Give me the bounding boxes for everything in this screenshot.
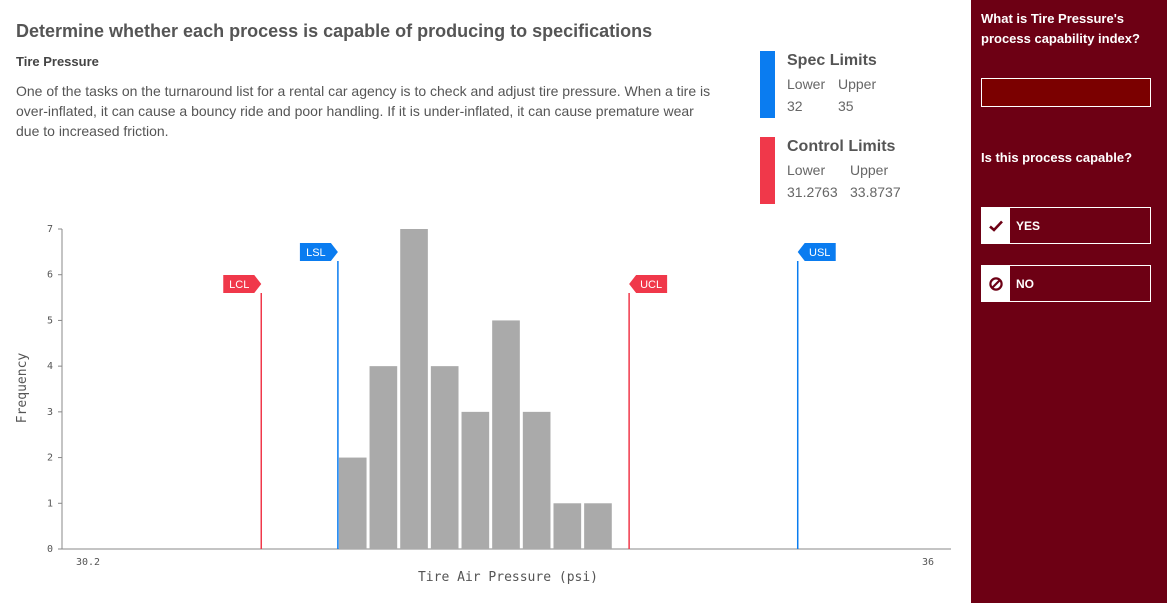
yes-label: YES (1016, 219, 1041, 233)
histogram-bar (338, 457, 367, 549)
ucl-flag-label: UCL (640, 279, 662, 291)
control-lower-value: 31.2763 (787, 184, 838, 200)
y-tick-label: 7 (47, 224, 53, 235)
yes-button[interactable]: YES (981, 207, 1151, 244)
capability-index-input[interactable] (981, 78, 1151, 107)
lcl-flag (223, 275, 262, 293)
page-title: Determine whether each process is capabl… (16, 21, 653, 41)
histogram-bar (522, 411, 551, 549)
control-limits-color-bar (760, 137, 775, 204)
check-icon (982, 208, 1010, 243)
histogram-bar (369, 366, 398, 549)
histogram-bar (553, 503, 582, 549)
lsl-flag-label: LSL (306, 247, 326, 259)
control-upper-label: Upper (850, 162, 889, 178)
x-tick-label: 36 (922, 557, 934, 568)
control-lower-label: Lower (787, 162, 826, 178)
histogram-bar (584, 503, 612, 549)
process-name: Tire Pressure (16, 54, 99, 69)
x-tick-label: 30.2 (76, 557, 100, 568)
spec-limits-legend: Spec Limits Lower Upper 32 35 (760, 51, 960, 118)
spec-upper-label: Upper (838, 76, 877, 92)
spec-lower-value: 32 (787, 98, 803, 114)
usl-flag (797, 243, 836, 261)
lsl-flag (299, 243, 338, 261)
histogram-bar (400, 229, 428, 549)
no-label: NO (1016, 277, 1034, 291)
capability-index-question: What is Tire Pressure's process capabili… (981, 11, 1140, 46)
spec-upper-value: 35 (838, 98, 854, 114)
x-axis-title: Tire Air Pressure (psi) (418, 570, 598, 585)
histogram-bar (461, 411, 490, 549)
spec-lower-label: Lower (787, 76, 826, 92)
process-description: One of the tasks on the turnaround list … (16, 83, 711, 139)
lcl-flag-label: LCL (229, 279, 249, 291)
capable-question: Is this process capable? (981, 150, 1133, 165)
spec-limits-color-bar (760, 51, 775, 118)
spec-limits-title: Spec Limits (787, 52, 877, 69)
main-panel: Determine whether each process is capabl… (15, 21, 960, 585)
ucl-flag (629, 275, 668, 293)
usl-flag-label: USL (809, 247, 830, 259)
question-sidebar: What is Tire Pressure's process capabili… (971, 0, 1167, 603)
control-limits-legend: Control Limits Lower Upper 31.2763 33.87… (760, 137, 960, 204)
y-axis-title: Frequency (15, 353, 30, 424)
histogram-chart: 0 1 2 3 4 5 6 7 30.2 36 LCL LSL UCL USL Tire Air Pre… (15, 224, 951, 585)
control-limits-title: Control Limits (787, 138, 896, 155)
y-tick-label: 4 (47, 361, 53, 372)
y-tick-label: 1 (47, 498, 53, 509)
histogram-bar (430, 366, 459, 549)
y-tick-label: 3 (47, 407, 53, 418)
y-tick-label: 0 (47, 544, 53, 555)
histogram-bar (492, 320, 520, 549)
control-upper-value: 33.8737 (850, 184, 901, 200)
y-tick-label: 5 (47, 315, 53, 326)
no-entry-icon (982, 266, 1010, 301)
y-tick-label: 6 (47, 270, 53, 281)
y-tick-label: 2 (47, 453, 53, 464)
no-button[interactable]: NO (981, 265, 1151, 302)
